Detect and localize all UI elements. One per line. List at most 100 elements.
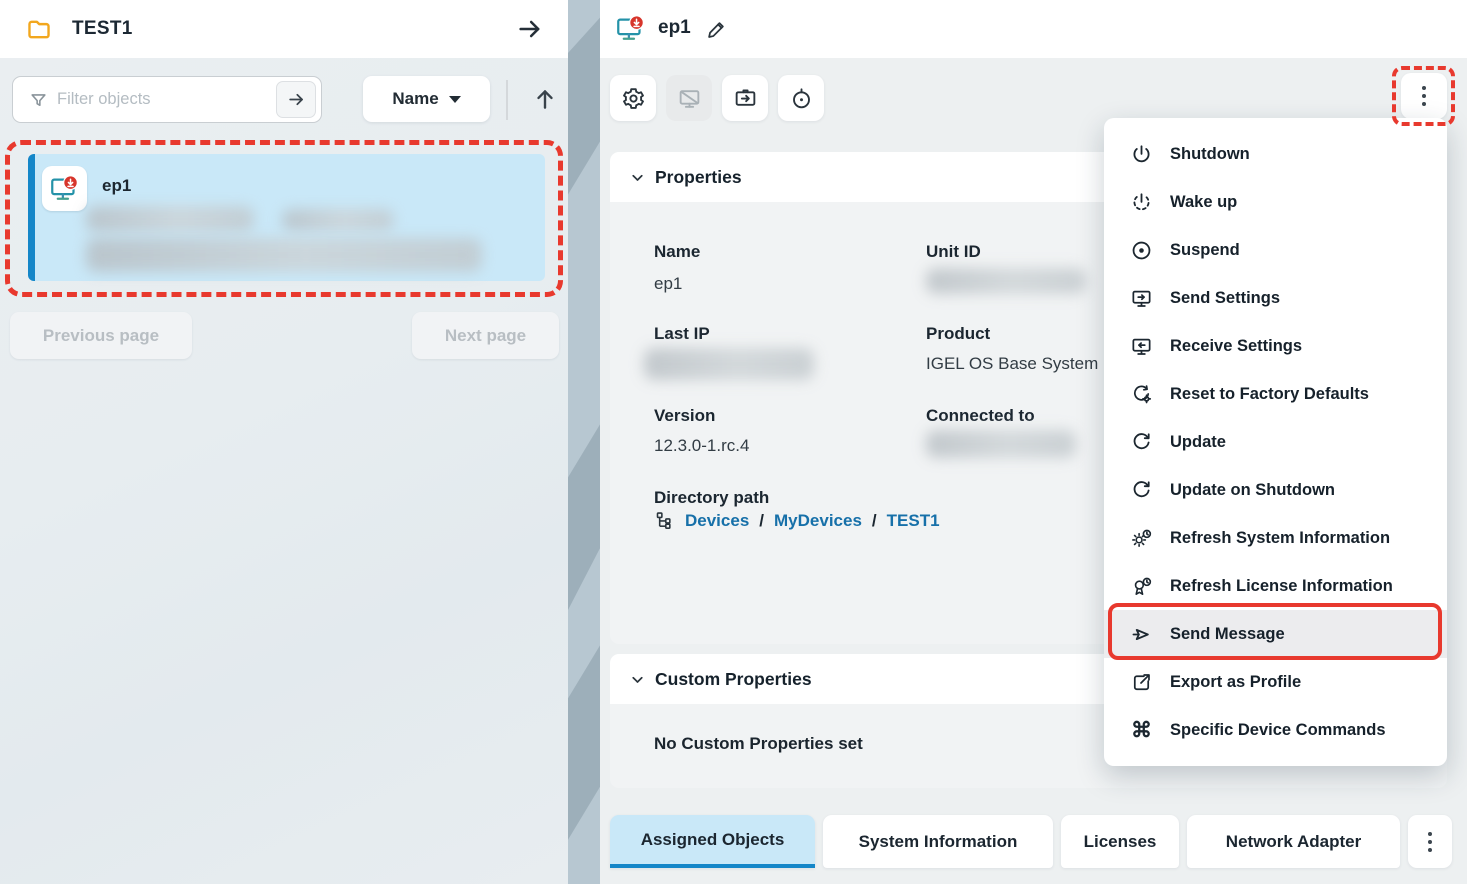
next-page-button[interactable]: Next page xyxy=(412,312,559,359)
edit-configuration-button[interactable] xyxy=(610,75,656,121)
power-timer-icon xyxy=(789,86,814,111)
menu-item-label: Export as Profile xyxy=(1170,672,1302,691)
menu-item-suspend[interactable]: Suspend xyxy=(1104,226,1447,274)
connected-to-label: Connected to xyxy=(926,406,1035,425)
redacted-last-ip xyxy=(644,348,814,380)
refresh-system-info-icon xyxy=(1130,527,1153,550)
menu-item-update[interactable]: Update xyxy=(1104,418,1447,466)
menu-item-refresh-license-information[interactable]: Refresh License Information xyxy=(1104,562,1447,610)
sort-direction-icon[interactable] xyxy=(532,86,558,112)
shutdown-icon xyxy=(1130,143,1153,166)
kebab-icon xyxy=(1428,831,1432,836)
directory-path-label: Directory path xyxy=(654,488,770,507)
custom-properties-heading: Custom Properties xyxy=(655,668,812,689)
properties-heading: Properties xyxy=(655,166,742,187)
name-value: ep1 xyxy=(654,274,683,293)
folder-header: TEST1 xyxy=(0,0,568,58)
redacted-text xyxy=(86,206,254,232)
device-name-label: ep1 xyxy=(102,176,132,195)
menu-item-specific-device-commands[interactable]: ⌘ Specific Device Commands xyxy=(1104,706,1447,754)
reboot-button[interactable] xyxy=(778,75,824,121)
suspend-icon xyxy=(1130,239,1153,262)
menu-item-wake-up[interactable]: Wake up xyxy=(1104,178,1447,226)
tab-system-information[interactable]: System Information xyxy=(823,815,1053,868)
send-settings-icon xyxy=(1130,287,1153,310)
menu-item-label: Suspend xyxy=(1170,240,1240,259)
menu-item-shutdown[interactable]: Shutdown xyxy=(1104,130,1447,178)
chevron-down-icon xyxy=(629,671,646,688)
previous-page-button[interactable]: Previous page xyxy=(10,312,192,359)
last-ip-label: Last IP xyxy=(654,324,710,343)
folder-title: TEST1 xyxy=(72,18,133,39)
shadow-session-button xyxy=(666,75,712,121)
wake-up-icon xyxy=(1130,191,1153,214)
no-custom-properties-text: No Custom Properties set xyxy=(654,734,863,753)
device-icon-tile xyxy=(42,166,87,211)
update-on-shutdown-icon xyxy=(1130,479,1153,502)
menu-item-label: Specific Device Commands xyxy=(1170,720,1386,739)
menu-item-update-on-shutdown[interactable]: Update on Shutdown xyxy=(1104,466,1447,514)
tab-assigned-objects[interactable]: Assigned Objects xyxy=(610,815,815,868)
version-label: Version xyxy=(654,406,716,425)
menu-item-label: Refresh License Information xyxy=(1170,576,1393,595)
redacted-unit-id xyxy=(926,268,1086,294)
menu-item-label: Refresh System Information xyxy=(1170,528,1391,547)
menu-item-label: Wake up xyxy=(1170,192,1238,211)
device-title: ep1 xyxy=(658,17,691,38)
device-list-item-ep1[interactable]: ep1 xyxy=(28,154,545,281)
breadcrumb-link-mydevices[interactable]: MyDevices xyxy=(774,510,862,530)
menu-item-send-settings[interactable]: Send Settings xyxy=(1104,274,1447,322)
version-value: 12.3.0-1.rc.4 xyxy=(654,436,750,455)
export-as-profile-icon xyxy=(1130,671,1153,694)
box-arrow-right-icon xyxy=(733,86,758,111)
refresh-license-info-icon xyxy=(1130,575,1153,598)
breadcrumb-link-devices[interactable]: Devices xyxy=(685,510,750,530)
filter-input-wrap xyxy=(12,76,322,123)
breadcrumb-link-test1[interactable]: TEST1 xyxy=(886,510,940,530)
menu-item-label: Receive Settings xyxy=(1170,336,1303,355)
chevron-down-icon xyxy=(629,169,646,186)
menu-item-label: Update on Shutdown xyxy=(1170,480,1335,499)
redacted-text xyxy=(86,238,482,272)
edit-name-pencil-icon[interactable] xyxy=(706,18,728,40)
folder-icon xyxy=(26,16,52,42)
menu-item-reset-factory-defaults[interactable]: Reset to Factory Defaults xyxy=(1104,370,1447,418)
unit-id-label: Unit ID xyxy=(926,242,981,261)
name-label: Name xyxy=(654,242,701,261)
menu-item-label: Update xyxy=(1170,432,1226,451)
menu-item-receive-settings[interactable]: Receive Settings xyxy=(1104,322,1447,370)
product-label: Product xyxy=(926,324,991,343)
panel-divider xyxy=(568,0,600,884)
tab-network-adapter[interactable]: Network Adapter xyxy=(1187,815,1400,868)
assign-object-button[interactable] xyxy=(722,75,768,121)
menu-item-label: Reset to Factory Defaults xyxy=(1170,384,1369,403)
sort-by-dropdown[interactable]: Name xyxy=(363,76,490,122)
send-message-icon xyxy=(1130,623,1153,646)
menu-item-refresh-system-information[interactable]: Refresh System Information xyxy=(1104,514,1447,562)
product-value: IGEL OS Base System xyxy=(926,354,1099,373)
device-endpoint-icon xyxy=(50,174,78,200)
device-detail-header: ep1 xyxy=(600,0,1467,58)
apply-filter-button[interactable] xyxy=(276,81,316,118)
chevron-down-icon xyxy=(448,95,461,103)
menu-item-send-message[interactable]: Send Message xyxy=(1104,610,1447,658)
sort-by-label: Name xyxy=(392,89,439,108)
object-list-panel: TEST1 Name xyxy=(0,0,568,884)
filter-objects-input[interactable] xyxy=(57,79,282,120)
monitor-slash-icon xyxy=(677,86,702,111)
breadcrumb-separator: / xyxy=(759,510,765,530)
specific-device-commands-icon: ⌘ xyxy=(1131,718,1152,742)
update-icon xyxy=(1130,431,1153,454)
more-tabs-button[interactable] xyxy=(1408,815,1452,868)
menu-item-export-as-profile[interactable]: Export as Profile xyxy=(1104,658,1447,706)
menu-item-label: Shutdown xyxy=(1170,144,1250,163)
reset-factory-defaults-icon xyxy=(1130,383,1153,406)
selected-indicator-bar xyxy=(28,154,35,281)
redacted-connected-to xyxy=(926,430,1076,458)
redacted-text xyxy=(282,209,394,231)
tab-licenses[interactable]: Licenses xyxy=(1061,815,1179,868)
open-folder-arrow-icon[interactable] xyxy=(516,15,544,43)
device-actions-menu: Shutdown Wake up Suspend Send Settings R xyxy=(1104,118,1447,766)
more-actions-button[interactable] xyxy=(1401,73,1447,119)
